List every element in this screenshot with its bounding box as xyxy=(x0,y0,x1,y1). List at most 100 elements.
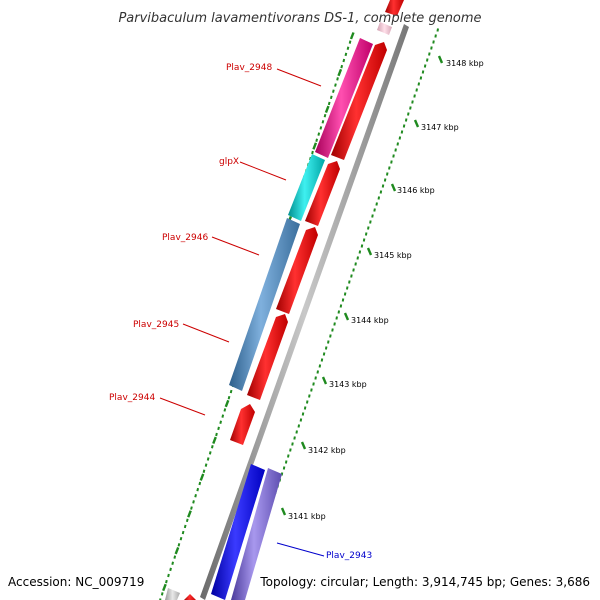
leader-line-plav-2948 xyxy=(276,68,322,87)
gene-feature-red-4[interactable] xyxy=(247,314,288,400)
tick-dot xyxy=(373,208,376,212)
gene-feature-plav-2946[interactable] xyxy=(229,218,300,391)
inner-tick-dot xyxy=(215,432,218,437)
tick-dot xyxy=(293,436,296,440)
major-tick-3145 xyxy=(366,247,373,256)
tick-label-3148: 3148 kbp xyxy=(446,59,484,68)
inner-tick-dot xyxy=(159,598,162,600)
tick-dot xyxy=(436,28,439,32)
tick-label-3146: 3146 kbp xyxy=(397,186,435,195)
tick-dot xyxy=(379,190,383,194)
tick-dot xyxy=(316,370,319,374)
inner-tick-dot xyxy=(165,579,168,584)
inner-tick-dot xyxy=(217,426,220,431)
inner-tick-dot xyxy=(334,83,337,87)
tick-dot xyxy=(331,328,334,332)
gene-feature-glpx[interactable] xyxy=(288,154,325,221)
major-tick-3148 xyxy=(437,55,444,64)
tick-dot xyxy=(421,70,425,74)
tick-dot xyxy=(407,112,410,116)
tick-dot xyxy=(289,448,292,452)
gene-feature-top-red[interactable] xyxy=(385,0,404,16)
gene-feature-plav-2944[interactable] xyxy=(230,404,255,445)
gene-feature-red-5[interactable] xyxy=(184,594,196,600)
tick-dot xyxy=(402,124,406,128)
tick-dot xyxy=(295,430,298,434)
gene-label-plav-2944[interactable]: Plav_2944 xyxy=(109,393,155,403)
inner-tick-dot xyxy=(181,530,185,535)
gene-feature-grey[interactable] xyxy=(165,588,180,600)
tick-dot xyxy=(314,376,317,380)
gene-label-plav-2943[interactable]: Plav_2943 xyxy=(326,551,372,561)
tick-label-3141: 3141 kbp xyxy=(288,512,326,521)
inner-tick-dot xyxy=(348,40,352,44)
inner-tick-dot xyxy=(336,77,339,81)
inner-tick-dot xyxy=(169,567,172,572)
tick-dot xyxy=(423,64,427,68)
inner-tick-dot xyxy=(167,573,170,578)
tick-dot xyxy=(425,58,429,62)
tick-dot xyxy=(322,352,326,356)
tick-dot xyxy=(392,154,395,158)
inner-tick-dot xyxy=(346,46,350,50)
inner-tick-dot xyxy=(196,487,200,492)
genome-stats-text: Topology: circular; Length: 3,914,745 bp… xyxy=(259,575,590,589)
accession-text: Accession: NC_009719 xyxy=(8,575,144,589)
tick-dot xyxy=(383,178,387,182)
inner-tick-dot xyxy=(198,481,202,486)
gene-feature-top-pink[interactable] xyxy=(377,22,392,35)
gene-label-glpx[interactable]: glpX xyxy=(219,157,239,167)
major-tick-3147 xyxy=(413,119,420,128)
major-tick-3144 xyxy=(343,312,350,321)
major-tick-3141 xyxy=(280,507,287,516)
tick-dot xyxy=(381,184,385,188)
gene-feature-red-1[interactable] xyxy=(331,42,387,160)
tick-label-3143: 3143 kbp xyxy=(329,380,367,389)
leader-line-plav-2945 xyxy=(182,323,230,343)
gene-label-plav-2945[interactable]: Plav_2945 xyxy=(133,320,179,330)
tick-dot xyxy=(324,346,328,350)
inner-tick-dot xyxy=(160,592,164,596)
inner-major-tick xyxy=(187,510,192,518)
tick-dot xyxy=(367,226,370,230)
tick-dot xyxy=(345,286,349,290)
tick-dot xyxy=(358,250,362,254)
inner-tick-dot xyxy=(171,561,174,565)
tick-dot xyxy=(369,220,372,224)
tick-label-3142: 3142 kbp xyxy=(308,446,346,455)
gene-feature-plav-2948[interactable] xyxy=(315,38,373,158)
inner-tick-dot xyxy=(342,58,346,63)
inner-major-tick xyxy=(162,583,167,592)
inner-tick-dot xyxy=(229,389,233,394)
inner-tick-dot xyxy=(315,138,318,142)
gene-feature-purple[interactable] xyxy=(231,468,282,600)
gene-feature-red-2[interactable] xyxy=(305,161,340,226)
tick-dot xyxy=(360,244,364,248)
inner-tick-dot xyxy=(179,536,183,541)
inner-tick-dot xyxy=(223,408,227,412)
tick-dot xyxy=(282,466,286,470)
inner-tick-dot xyxy=(202,469,206,473)
leader-line-plav-2943 xyxy=(276,542,325,557)
tick-dot xyxy=(308,394,311,398)
leader-line-glpx xyxy=(239,161,287,181)
inner-tick-dot xyxy=(329,95,333,100)
inner-tick-dot xyxy=(192,500,195,504)
tick-dot xyxy=(287,454,290,458)
inner-tick-dot xyxy=(332,89,335,93)
inner-major-tick xyxy=(199,473,205,481)
gene-feature-plav-2943-b[interactable] xyxy=(211,464,265,600)
major-tick-3142 xyxy=(300,441,307,450)
tick-dot xyxy=(434,34,437,38)
gene-label-plav-2946[interactable]: Plav_2946 xyxy=(162,233,208,243)
tick-dot xyxy=(428,52,431,56)
inner-major-tick xyxy=(349,32,355,40)
tick-dot xyxy=(301,412,305,416)
tick-dot xyxy=(356,256,359,260)
inner-tick-dot xyxy=(177,543,181,547)
tick-dot xyxy=(337,310,341,314)
inner-tick-dot xyxy=(344,52,348,57)
tick-dot xyxy=(329,334,332,338)
gene-feature-red-3[interactable] xyxy=(276,227,318,314)
gene-label-plav-2948[interactable]: Plav_2948 xyxy=(226,63,272,73)
